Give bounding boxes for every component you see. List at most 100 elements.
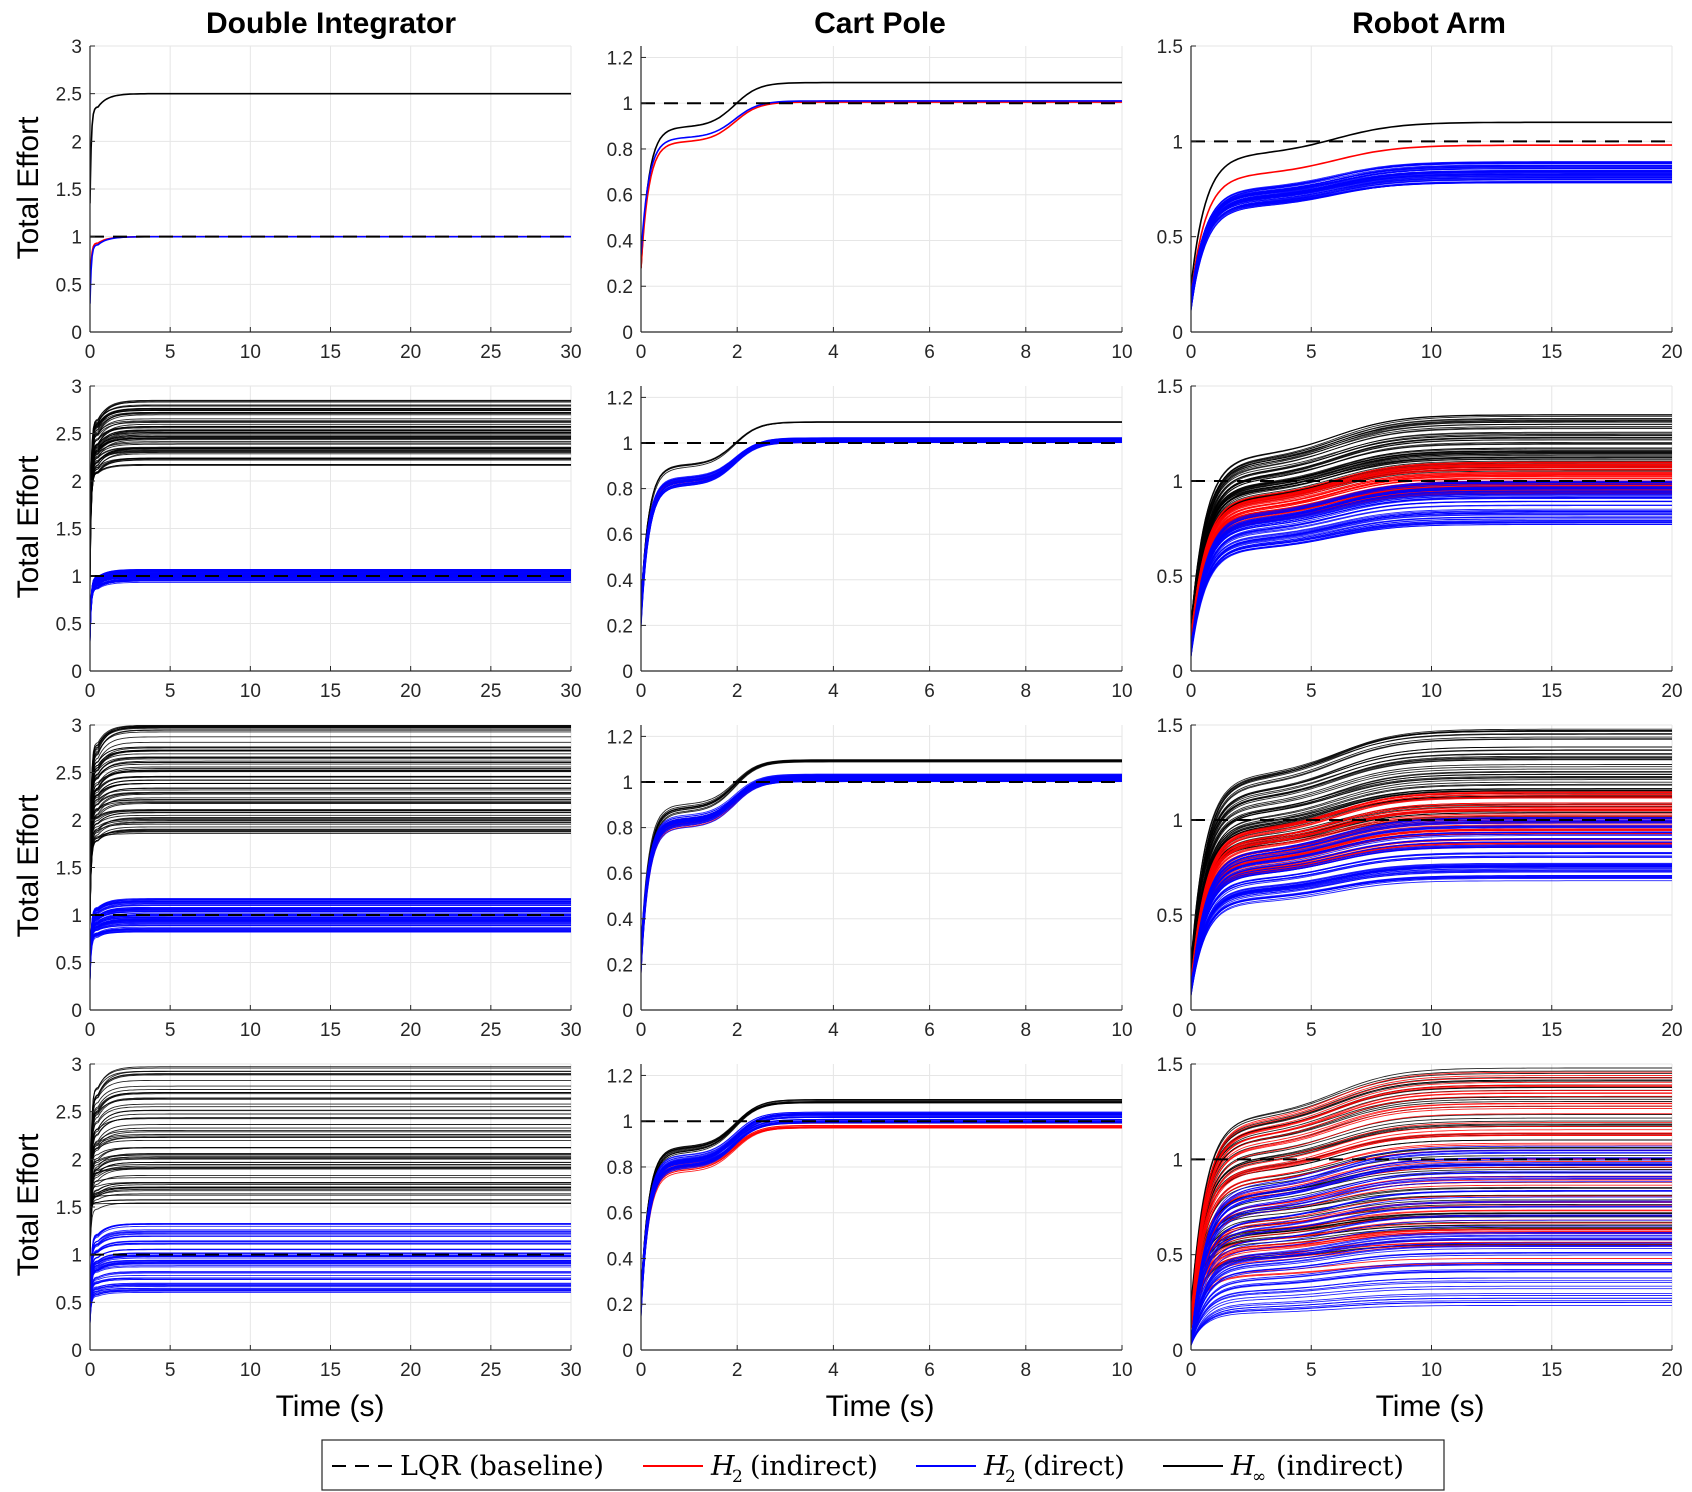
- series-line-h-indirect-: [90, 760, 571, 905]
- series-line-h2-direct-: [1191, 1237, 1672, 1345]
- x-tick-label: 5: [165, 1360, 176, 1381]
- series-line-h-indirect-: [90, 768, 571, 928]
- series-line-h2-direct-: [1191, 1151, 1672, 1344]
- series-line-h2-direct-: [90, 1243, 571, 1308]
- x-tick-label: 5: [165, 681, 176, 702]
- series-line-h-indirect-: [90, 1156, 571, 1222]
- y-tick-label: 1.2: [607, 388, 633, 409]
- x-tick-label: 20: [400, 1360, 421, 1381]
- y-tick-label: 0: [1172, 1001, 1183, 1022]
- series-line-h2-direct-: [1191, 878, 1672, 996]
- y-tick-label: 0.5: [1157, 1246, 1183, 1267]
- x-tick-label: 4: [828, 1020, 839, 1041]
- y-tick-label: 1.2: [607, 727, 633, 748]
- y-tick-label: 1: [71, 228, 82, 249]
- x-tick-label: 5: [1306, 1360, 1317, 1381]
- series-line-h2-indirect-: [1191, 461, 1672, 641]
- x-tick-label: 4: [828, 1360, 839, 1381]
- plot-area: [641, 386, 1122, 671]
- series-line-h-indirect-: [1191, 450, 1672, 624]
- series-line-h-indirect-: [1191, 773, 1672, 980]
- series-lines: [641, 759, 1122, 975]
- series-line-h2-direct-: [90, 572, 571, 633]
- y-tick-label: 0: [622, 1341, 633, 1362]
- series-line-h-indirect-: [1191, 779, 1672, 980]
- series-line-h2-direct-: [90, 1242, 571, 1314]
- series-line-h-indirect-: [90, 1167, 571, 1243]
- series-line-h2-direct-: [90, 929, 571, 970]
- series-line-h2-direct-: [641, 1111, 1122, 1292]
- series-line-h-indirect-: [90, 803, 571, 918]
- y-tick-label: 2: [71, 1150, 82, 1171]
- y-tick-label: 1: [622, 773, 633, 794]
- series-line-h2-direct-: [90, 908, 571, 963]
- series-line-h-indirect-: [90, 802, 571, 905]
- series-line-h2-direct-: [1191, 821, 1672, 996]
- series-line-h2-direct-: [90, 576, 571, 640]
- series-line-h2-direct-: [1191, 1304, 1672, 1344]
- series-line-h2-direct-: [1191, 500, 1672, 650]
- x-tick-label: 10: [1111, 1020, 1132, 1041]
- series-line-h-indirect-: [90, 725, 571, 900]
- series-line-h-indirect-: [90, 1079, 571, 1223]
- series-line-h2-direct-: [641, 437, 1122, 618]
- series-line-h2-direct-: [90, 910, 571, 983]
- series-line-h2-indirect-: [1191, 464, 1672, 643]
- series-line-h2-direct-: [641, 1120, 1122, 1310]
- series-lines: [641, 1099, 1122, 1318]
- series-line-h-indirect-: [1191, 121, 1672, 287]
- x-tick-label: 5: [165, 1020, 176, 1041]
- series-line-h2-direct-: [90, 581, 571, 636]
- series-line-h2-direct-: [1191, 1159, 1672, 1343]
- series-line-h2-direct-: [1191, 522, 1672, 658]
- series-line-h2-direct-: [1191, 1145, 1672, 1345]
- x-tick-label: 2: [732, 1360, 743, 1381]
- y-tick-label: 0: [1172, 1341, 1183, 1362]
- series-line-h2-direct-: [1191, 876, 1672, 993]
- series-line-h-indirect-: [90, 736, 571, 913]
- series-line-h-indirect-: [90, 1074, 571, 1258]
- series-line-h2-indirect-: [1191, 1071, 1672, 1326]
- series-line-h-indirect-: [90, 432, 571, 528]
- plot-area: [641, 46, 1122, 332]
- y-tick-label: 0.6: [607, 864, 633, 885]
- y-tick-label: 3: [71, 377, 82, 398]
- series-line-h-indirect-: [90, 1188, 571, 1249]
- series-line-h-indirect-: [90, 405, 571, 536]
- series-line-h-indirect-: [90, 753, 571, 868]
- series-line-h2-indirect-: [1191, 1144, 1672, 1317]
- series-line-h-indirect-: [1191, 736, 1672, 976]
- y-tick-label: 1: [622, 1112, 633, 1133]
- series-line-h2-direct-: [90, 1283, 571, 1308]
- series-line-h2-direct-: [90, 926, 571, 974]
- series-lines: [90, 725, 571, 984]
- series-line-h-indirect-: [90, 731, 571, 901]
- series-line-h2-direct-: [90, 1235, 571, 1310]
- series-lines: [1191, 414, 1672, 658]
- x-tick-label: 10: [240, 1020, 261, 1041]
- column-title-double-integrator: Double Integrator: [206, 7, 456, 40]
- series-line-h2-direct-: [1191, 1280, 1672, 1345]
- series-line-h2-direct-: [90, 1225, 571, 1315]
- series-line-h2-direct-: [1191, 1232, 1672, 1344]
- x-tick-label: 0: [1186, 342, 1197, 363]
- series-line-h-indirect-: [90, 450, 571, 527]
- y-tick-label: 1: [71, 906, 82, 927]
- x-axis-label-col-2: Time (s): [826, 1390, 935, 1423]
- series-line-h2-direct-: [1191, 1300, 1672, 1345]
- x-tick-label: 0: [85, 681, 96, 702]
- series-line-h2-direct-: [1191, 181, 1672, 310]
- series-line-h-indirect-: [90, 1168, 571, 1264]
- series-line-h2-direct-: [1191, 1219, 1672, 1343]
- series-line-h-indirect-: [90, 771, 571, 862]
- y-tick-label: 0.4: [607, 231, 634, 252]
- series-line-h-indirect-: [90, 400, 571, 588]
- y-tick-label: 3: [71, 1055, 82, 1076]
- y-tick-label: 2.5: [56, 85, 82, 106]
- x-tick-label: 10: [240, 681, 261, 702]
- series-line-h2-direct-: [1191, 1225, 1672, 1344]
- series-lines: [641, 81, 1122, 269]
- series-line-h2-indirect-: [1191, 471, 1672, 649]
- series-line-h2-direct-: [90, 900, 571, 966]
- x-tick-label: 10: [1111, 681, 1132, 702]
